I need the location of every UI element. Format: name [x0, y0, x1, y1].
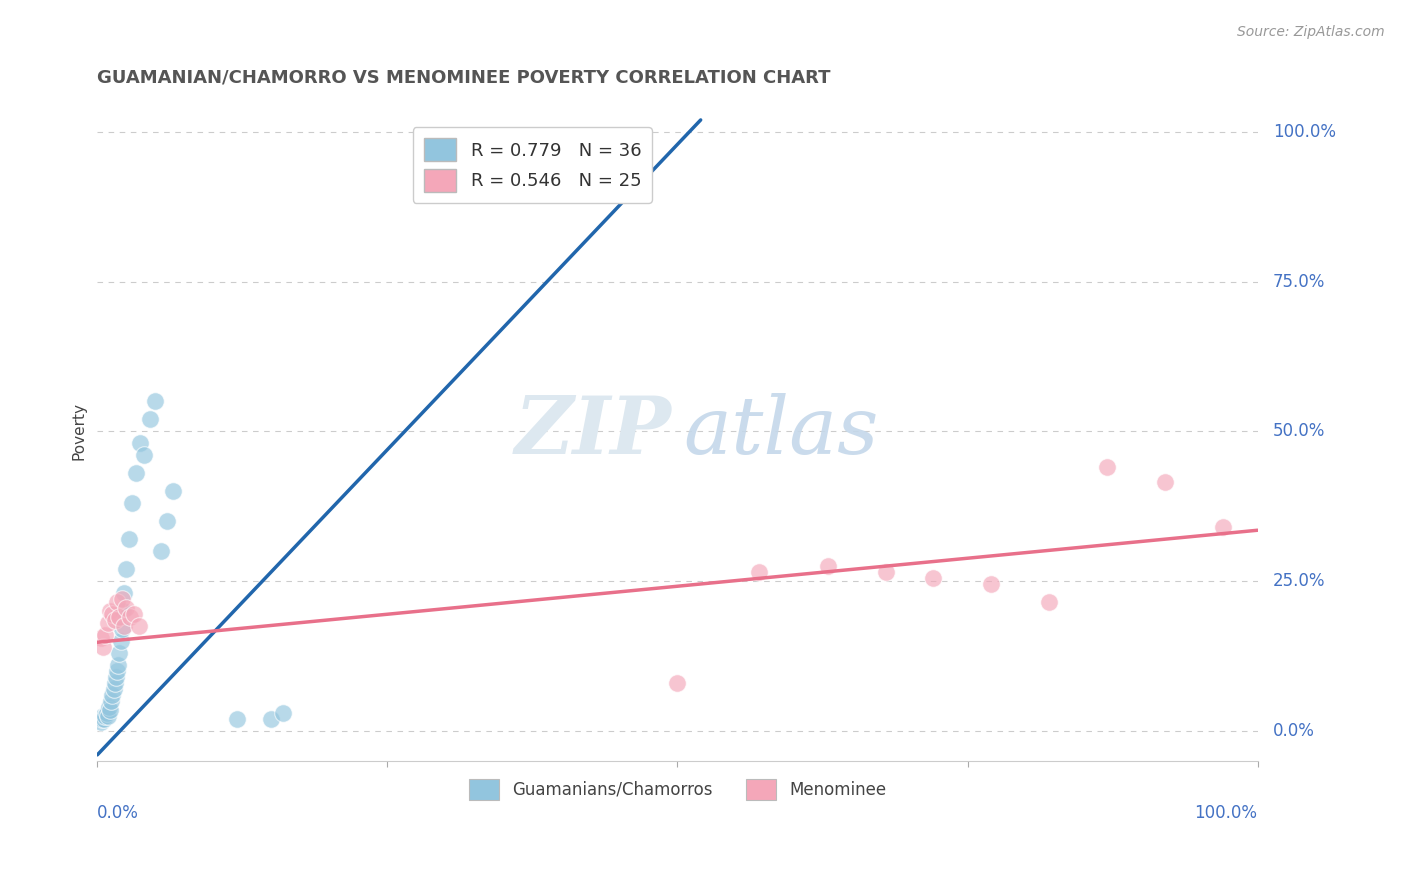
- Text: Source: ZipAtlas.com: Source: ZipAtlas.com: [1237, 25, 1385, 39]
- Point: [91, 712, 114, 726]
- Point: [90, 631, 112, 645]
- Point: [90, 714, 112, 729]
- Text: 50.0%: 50.0%: [1272, 423, 1324, 441]
- Point: [875, 565, 897, 579]
- Point: [97, 709, 120, 723]
- Text: 25.0%: 25.0%: [1272, 572, 1326, 591]
- Y-axis label: Poverty: Poverty: [72, 402, 86, 460]
- Point: [97, 700, 120, 714]
- Point: [162, 484, 184, 499]
- Point: [129, 436, 152, 450]
- Point: [118, 533, 141, 547]
- Text: 100.0%: 100.0%: [1272, 123, 1336, 141]
- Point: [921, 571, 943, 585]
- Point: [1212, 520, 1234, 534]
- Point: [110, 634, 132, 648]
- Point: [111, 622, 134, 636]
- Point: [94, 628, 117, 642]
- Point: [1153, 475, 1175, 490]
- Point: [138, 412, 160, 426]
- Text: GUAMANIAN/CHAMORRO VS MENOMINEE POVERTY CORRELATION CHART: GUAMANIAN/CHAMORRO VS MENOMINEE POVERTY …: [97, 69, 831, 87]
- Point: [98, 703, 121, 717]
- Point: [748, 565, 770, 579]
- Point: [111, 604, 134, 618]
- Point: [105, 664, 128, 678]
- Legend: Guamanians/Chamorros, Menominee: Guamanians/Chamorros, Menominee: [460, 771, 894, 808]
- Point: [666, 676, 689, 690]
- Point: [101, 688, 124, 702]
- Point: [132, 448, 155, 462]
- Point: [98, 604, 121, 618]
- Point: [150, 544, 173, 558]
- Point: [124, 607, 146, 621]
- Point: [108, 610, 131, 624]
- Point: [104, 670, 127, 684]
- Point: [115, 601, 138, 615]
- Point: [128, 619, 150, 633]
- Point: [105, 595, 128, 609]
- Point: [817, 559, 839, 574]
- Text: 100.0%: 100.0%: [1195, 804, 1257, 822]
- Point: [101, 607, 124, 621]
- Point: [112, 619, 135, 633]
- Point: [97, 616, 120, 631]
- Point: [980, 577, 1002, 591]
- Point: [145, 394, 167, 409]
- Point: [89, 712, 111, 726]
- Point: [121, 496, 143, 510]
- Point: [260, 712, 283, 726]
- Point: [118, 610, 141, 624]
- Text: ZIP: ZIP: [515, 392, 672, 470]
- Point: [112, 586, 135, 600]
- Text: 0.0%: 0.0%: [1272, 722, 1315, 739]
- Point: [225, 712, 247, 726]
- Point: [91, 640, 114, 654]
- Point: [104, 676, 127, 690]
- Point: [111, 592, 134, 607]
- Point: [100, 694, 122, 708]
- Point: [104, 613, 127, 627]
- Point: [115, 562, 138, 576]
- Text: atlas: atlas: [683, 392, 879, 470]
- Point: [96, 706, 118, 720]
- Point: [91, 709, 114, 723]
- Point: [271, 706, 294, 720]
- Point: [1038, 595, 1060, 609]
- Point: [103, 681, 125, 696]
- Point: [93, 712, 115, 726]
- Point: [1095, 460, 1118, 475]
- Point: [156, 514, 179, 528]
- Text: 0.0%: 0.0%: [97, 804, 139, 822]
- Text: 75.0%: 75.0%: [1272, 273, 1324, 291]
- Point: [124, 467, 146, 481]
- Point: [108, 646, 131, 660]
- Point: [107, 658, 129, 673]
- Point: [94, 709, 117, 723]
